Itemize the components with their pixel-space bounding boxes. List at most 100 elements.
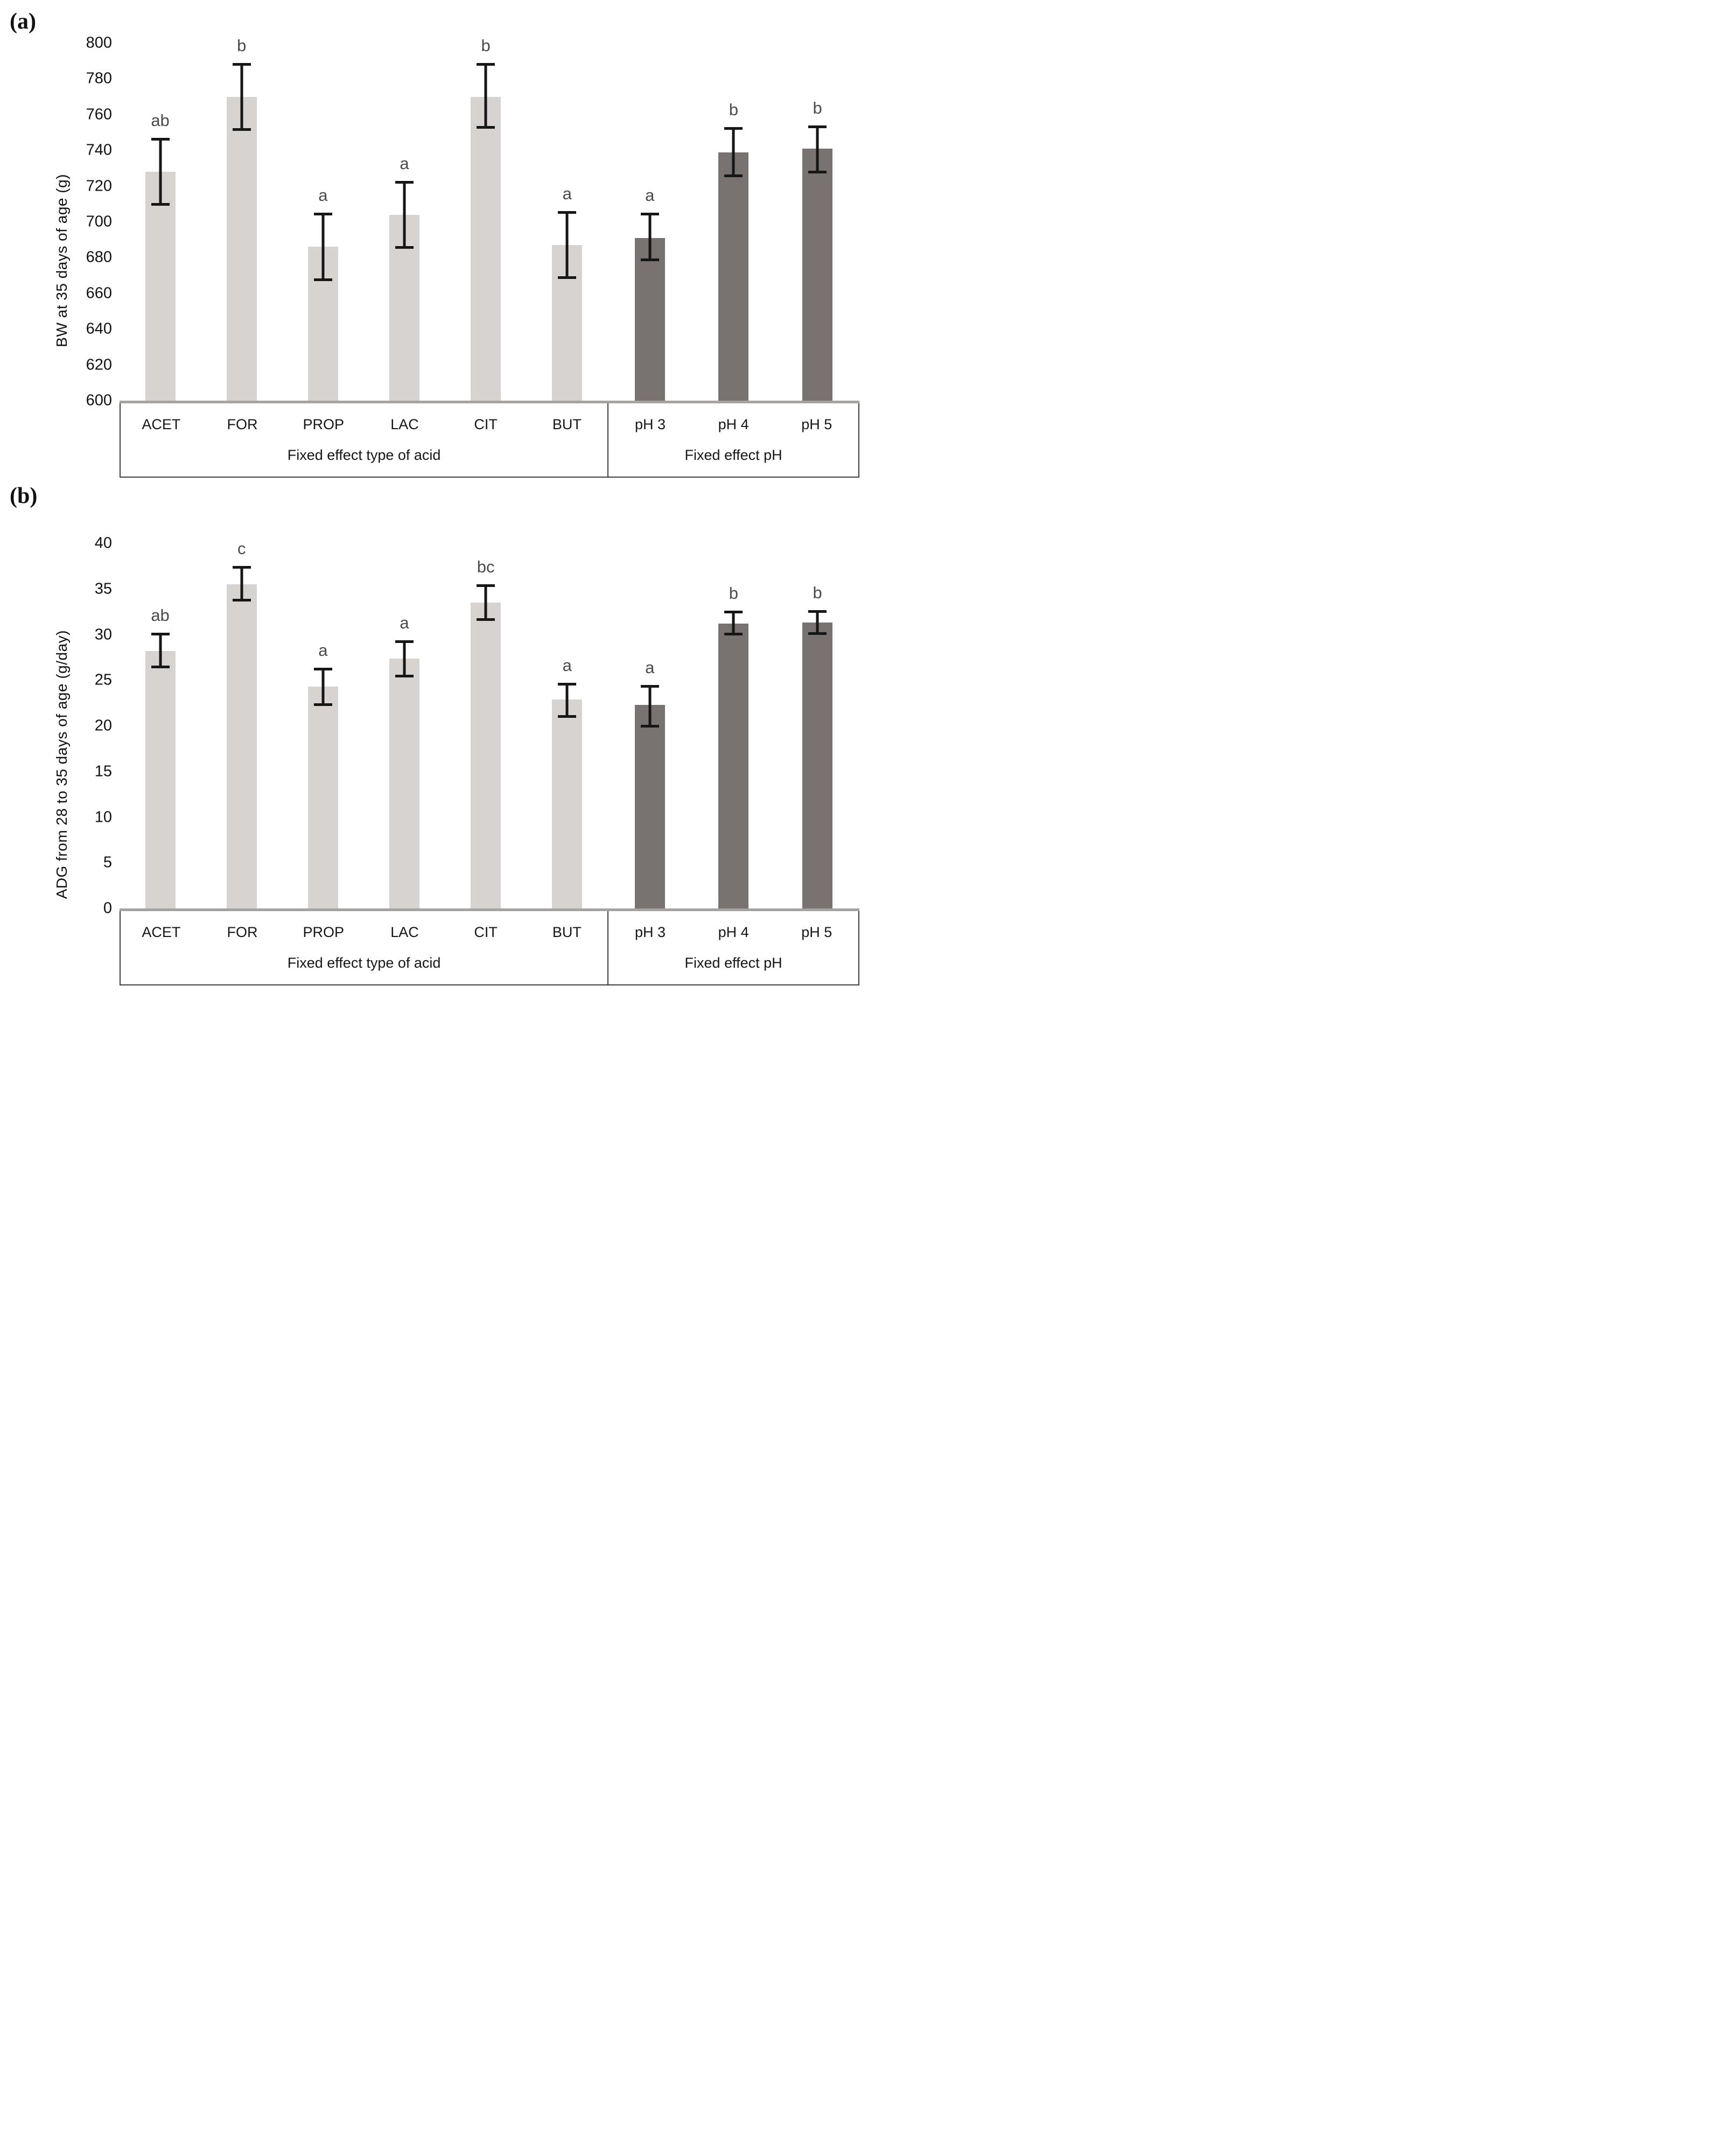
panel-a-x-axis-line (120, 401, 859, 403)
category-label: pH 5 (801, 924, 832, 940)
significance-letter: bc (477, 557, 495, 577)
y-tick-label: 40 (94, 534, 112, 552)
significance-letter: c (237, 539, 246, 558)
y-tick-label: 30 (94, 626, 112, 643)
bar (145, 651, 176, 908)
bar (552, 699, 583, 908)
panel-b-category-box: ACET FOR PROP LAC CIT BUT Fixed effect type o… (120, 911, 859, 985)
panel-b-bar-group-acid: ab c a a bc a (120, 539, 608, 908)
error-bar-line (565, 211, 569, 279)
bar (802, 148, 833, 401)
error-bar-line (403, 180, 406, 249)
significance-letter: ab (151, 110, 170, 130)
category-label: FOR (227, 924, 258, 940)
significance-letter: a (318, 640, 328, 660)
figure: (a) BW at 35 days of age (g) 800 780 760 74… (0, 0, 868, 985)
y-tick-label: 600 (86, 391, 112, 409)
bar-slot: b (692, 43, 776, 401)
error-bar-line (321, 667, 325, 706)
category-label: pH 4 (718, 416, 749, 432)
error-bar-line (403, 640, 406, 678)
panel-a-category-box: ACET FOR PROP LAC CIT BUT Fixed effect type o… (120, 403, 859, 478)
panel-a-ph-section: pH 3 pH 4 pH 5 Fixed effect pH (608, 403, 858, 477)
panel-b-category-row-ph: pH 3 pH 4 pH 5 (608, 924, 858, 941)
y-tick-label: 35 (94, 580, 112, 598)
bar (718, 152, 749, 401)
error-bar-line (240, 566, 243, 602)
y-tick-label: 760 (86, 106, 112, 123)
error-bar (558, 211, 577, 279)
error-bar (313, 213, 332, 281)
y-tick-label: 20 (94, 717, 112, 735)
error-bar (477, 62, 495, 129)
y-tick-label: 680 (86, 248, 112, 266)
panel-b-x-axis-line (120, 908, 859, 911)
bar (389, 658, 419, 908)
bar (307, 687, 338, 908)
panel-b-group-label-acid: Fixed effect type of acid (287, 955, 441, 971)
bar-slot: b (445, 36, 527, 401)
bar (802, 623, 833, 908)
y-tick-label: 5 (103, 854, 112, 871)
error-bar (808, 610, 827, 635)
bar-slot: a (282, 43, 363, 401)
bar-slot: a (363, 543, 445, 908)
panel-a-y-axis-label-text: BW at 35 days of age (g) (53, 173, 70, 347)
bar-slot: b (692, 543, 776, 908)
error-bar-line (484, 584, 487, 621)
category-label: pH 3 (634, 416, 666, 432)
category-label: BUT (552, 924, 582, 940)
bar-slot: a (608, 543, 692, 908)
error-bar (151, 137, 170, 206)
panel-a-bar-group-acid: ab b a a b a (120, 36, 608, 401)
error-bar-line (321, 213, 325, 281)
category-label: FOR (227, 416, 258, 432)
error-bar-line (648, 684, 652, 728)
significance-letter: b (237, 36, 247, 55)
y-tick-label: 800 (86, 34, 112, 52)
bar (471, 96, 501, 401)
significance-letter: a (562, 184, 572, 204)
error-bar (558, 683, 577, 718)
panel-a-bar-group-ph: a b b (608, 43, 859, 401)
category-label: PROP (303, 416, 345, 432)
bar (226, 96, 257, 401)
y-tick-label: 0 (103, 899, 112, 917)
panel-b-bar-group-ph: a b b (608, 543, 859, 908)
panel-a-y-axis-label: BW at 35 days of age (g) (46, 43, 78, 478)
panel-b-tag: (b) (10, 484, 38, 508)
error-bar-line (816, 125, 819, 174)
panel-a-category-row-acid: ACET FOR PROP LAC CIT BUT (121, 416, 607, 433)
error-bar (232, 566, 251, 602)
error-bar (151, 633, 170, 669)
panel-b-y-axis-ticks: 40 35 30 25 20 15 10 5 0 (78, 535, 120, 917)
error-bar-line (240, 62, 243, 131)
category-label: ACET (142, 416, 181, 432)
bar-slot: b (201, 36, 282, 401)
error-bar (724, 611, 743, 636)
panel-b-ph-section: pH 3 pH 4 pH 5 Fixed effect pH (608, 911, 858, 984)
significance-letter: a (400, 613, 409, 632)
panel-a-chart-main: 800 780 760 740 720 700 680 660 640 620 600 ab b a a b… (78, 34, 859, 478)
panel-a-chart: BW at 35 days of age (g) 800 780 760 740 720… (0, 34, 868, 478)
error-bar-line (159, 633, 162, 669)
error-bar-line (648, 213, 652, 262)
significance-letter: a (645, 658, 655, 677)
bar (718, 624, 749, 908)
category-label: pH 3 (634, 924, 666, 940)
error-bar (808, 125, 827, 174)
panel-b-group-label-ph: Fixed effect pH (684, 955, 782, 971)
error-bar-line (159, 137, 162, 206)
error-bar (313, 667, 332, 706)
panel-b-chart: ADG from 28 to 35 days of age (g/day) 40… (0, 535, 868, 985)
bar-slot: ab (120, 543, 201, 908)
error-bar-line (816, 610, 819, 635)
y-tick-label: 10 (94, 808, 112, 826)
y-tick-label: 780 (86, 69, 112, 87)
panel-b-y-axis-label-text: ADG from 28 to 35 days of age (g/day) (53, 630, 70, 899)
bar-slot: a (527, 43, 608, 401)
category-label: pH 4 (718, 924, 749, 940)
